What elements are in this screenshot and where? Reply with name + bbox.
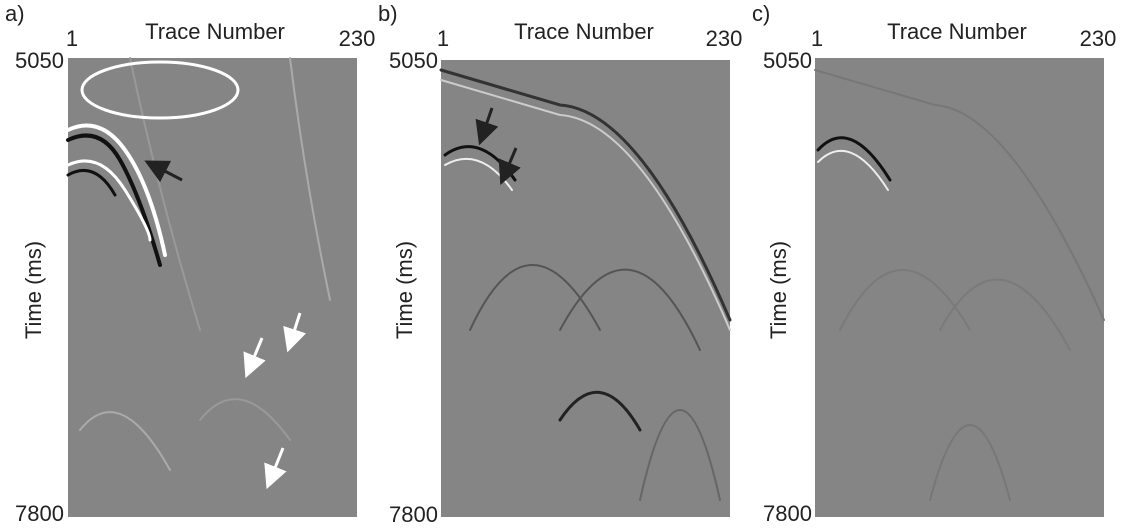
- ellipse-annotation: [80, 60, 240, 120]
- panel-label: b): [378, 1, 398, 26]
- x-axis-title: Trace Number: [145, 19, 285, 44]
- arrow: [264, 447, 287, 490]
- arrow: [243, 337, 266, 379]
- x-tick-label: 230: [339, 26, 376, 51]
- x-axis-title: Trace Number: [887, 19, 1027, 44]
- x-tick-label: 1: [437, 26, 449, 51]
- panel-a: a) Trace Number 1 230 5050 7800 Time (ms…: [5, 1, 375, 526]
- x-tick-label: 230: [1080, 26, 1117, 51]
- x-tick-label: 1: [811, 26, 823, 51]
- panel-c: c) Trace Number 1 230 5050 7800 Time (ms…: [752, 1, 1116, 526]
- x-axis-title: Trace Number: [514, 19, 654, 44]
- wavefield: [66, 57, 331, 471]
- y-axis-title: Time (ms): [21, 241, 46, 339]
- y-tick-label: 5050: [15, 48, 64, 73]
- arrow: [498, 147, 521, 186]
- panel-label: c): [752, 1, 770, 26]
- arrow: [475, 107, 499, 146]
- y-axis-title: Time (ms): [392, 241, 417, 339]
- panel-label: a): [5, 1, 25, 26]
- arrow: [283, 312, 307, 353]
- panel-b: b) Trace Number 1 230 5050 7800 Time (ms…: [378, 1, 742, 527]
- arrow: [144, 160, 183, 183]
- y-axis-title: Time (ms): [766, 241, 791, 339]
- y-tick-label: 5050: [763, 48, 812, 73]
- y-tick-label: 7800: [15, 501, 64, 526]
- y-tick-label: 5050: [389, 48, 438, 73]
- y-tick-label: 7800: [389, 502, 438, 527]
- seismic-section: [68, 58, 357, 517]
- y-tick-label: 7800: [763, 501, 812, 526]
- x-tick-label: 1: [66, 26, 78, 51]
- seismic-section: [815, 58, 1104, 517]
- wavefield: [814, 69, 1105, 501]
- x-tick-label: 230: [706, 26, 743, 51]
